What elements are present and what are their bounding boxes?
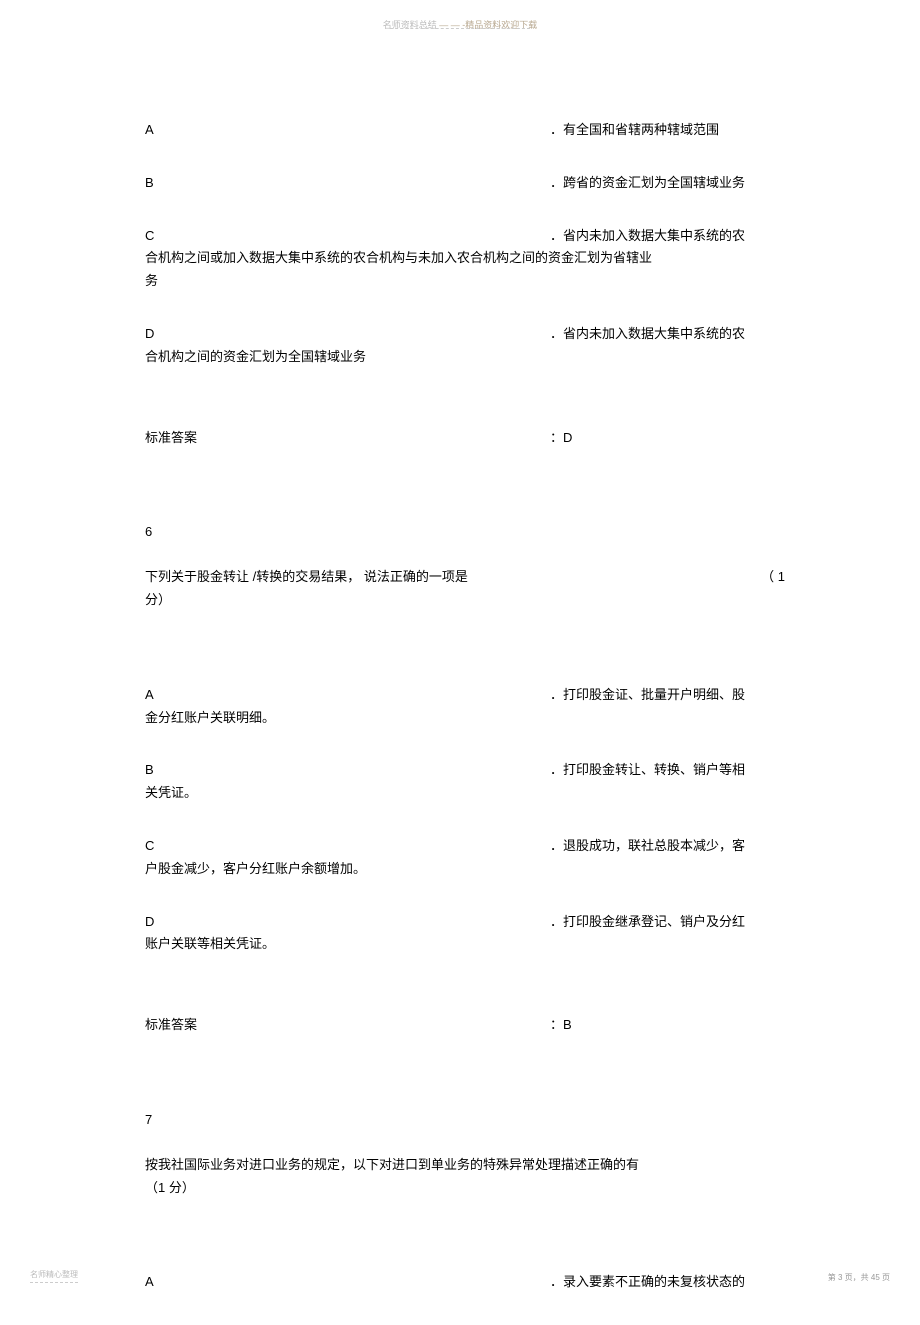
option-letter: C (145, 836, 550, 857)
option-text: ．省内未加入数据大集中系统的农 (550, 226, 785, 247)
option-letter: A (145, 1272, 550, 1293)
q6-option-b: B ．打印股金转让、转换、销户等相 关凭证。 (145, 760, 785, 804)
q5-option-b: B ．跨省的资金汇划为全国辖域业务 (145, 173, 785, 194)
header-underline (390, 28, 530, 29)
q5-answer: 标准答案 ：D (145, 428, 785, 449)
q7-question: 按我社国际业务对进口业务的规定，以下对进口到单业务的特殊异常处理描述正确的有 （… (145, 1155, 785, 1199)
q5-option-a: A ．有全国和省辖两种辖域范围 (145, 120, 785, 141)
question-text: 下列关于股金转让 /转换的交易结果， 说法正确的一项是 (145, 567, 468, 588)
q6-option-a: A ．打印股金证、批量开户明细、股 金分红账户关联明细。 (145, 685, 785, 729)
option-text: ．省内未加入数据大集中系统的农 (550, 324, 785, 345)
answer-value: ：D (550, 428, 572, 449)
question-score: （ 1 (761, 567, 785, 588)
option-continuation: 金分红账户关联明细。 (145, 708, 785, 729)
page-header: 名师资料总结 — — -精品资料欢迎下载 (383, 18, 538, 31)
option-text: ．有全国和省辖两种辖域范围 (550, 120, 785, 141)
option-continuation: 合机构之间的资金汇划为全国辖域业务 (145, 347, 785, 368)
option-text: ．跨省的资金汇划为全国辖域业务 (550, 173, 785, 194)
option-letter: B (145, 760, 550, 781)
option-continuation: 户股金减少，客户分红账户余额增加。 (145, 859, 785, 880)
option-letter: A (145, 120, 550, 141)
question-line2: （1 分） (145, 1178, 785, 1199)
option-letter: D (145, 912, 550, 933)
option-continuation: 务 (145, 271, 785, 292)
question-continuation: 分） (145, 590, 785, 611)
answer-value: ：B (550, 1015, 572, 1036)
option-continuation: 合机构之间或加入数据大集中系统的农合机构与未加入农合机构之间的资金汇划为省辖业 (145, 248, 785, 269)
footer-underline (30, 1282, 78, 1283)
answer-label: 标准答案 (145, 428, 550, 449)
q7-option-a: A ．录入要素不正确的未复核状态的 (145, 1272, 785, 1293)
q6-answer: 标准答案 ：B (145, 1015, 785, 1036)
q6-option-c: C ．退股成功，联社总股本减少，客 户股金减少，客户分红账户余额增加。 (145, 836, 785, 880)
q6-question: 下列关于股金转让 /转换的交易结果， 说法正确的一项是 （ 1 分） (145, 567, 785, 611)
option-letter: D (145, 324, 550, 345)
q7-number: 7 (145, 1110, 785, 1131)
q6-number: 6 (145, 522, 785, 543)
option-continuation: 关凭证。 (145, 783, 785, 804)
footer-right: 第 3 页，共 45 页 (828, 1272, 890, 1283)
q5-option-d: D ．省内未加入数据大集中系统的农 合机构之间的资金汇划为全国辖域业务 (145, 324, 785, 368)
footer-left: 名师精心整理 (30, 1269, 78, 1283)
q5-option-c: C ．省内未加入数据大集中系统的农 合机构之间或加入数据大集中系统的农合机构与未… (145, 226, 785, 292)
answer-label: 标准答案 (145, 1015, 550, 1036)
option-letter: C (145, 226, 550, 247)
q6-option-d: D ．打印股金继承登记、销户及分红 账户关联等相关凭证。 (145, 912, 785, 956)
question-line1: 按我社国际业务对进口业务的规定，以下对进口到单业务的特殊异常处理描述正确的有 (145, 1155, 785, 1176)
main-content: A ．有全国和省辖两种辖域范围 B ．跨省的资金汇划为全国辖域业务 C ．省内未… (145, 120, 785, 1325)
option-text: ．打印股金转让、转换、销户等相 (550, 760, 785, 781)
option-text: ．打印股金继承登记、销户及分红 (550, 912, 785, 933)
option-letter: A (145, 685, 550, 706)
option-continuation: 账户关联等相关凭证。 (145, 934, 785, 955)
option-text: ．退股成功，联社总股本减少，客 (550, 836, 785, 857)
option-text: ．打印股金证、批量开户明细、股 (550, 685, 785, 706)
option-letter: B (145, 173, 550, 194)
option-text: ．录入要素不正确的未复核状态的 (550, 1272, 785, 1293)
